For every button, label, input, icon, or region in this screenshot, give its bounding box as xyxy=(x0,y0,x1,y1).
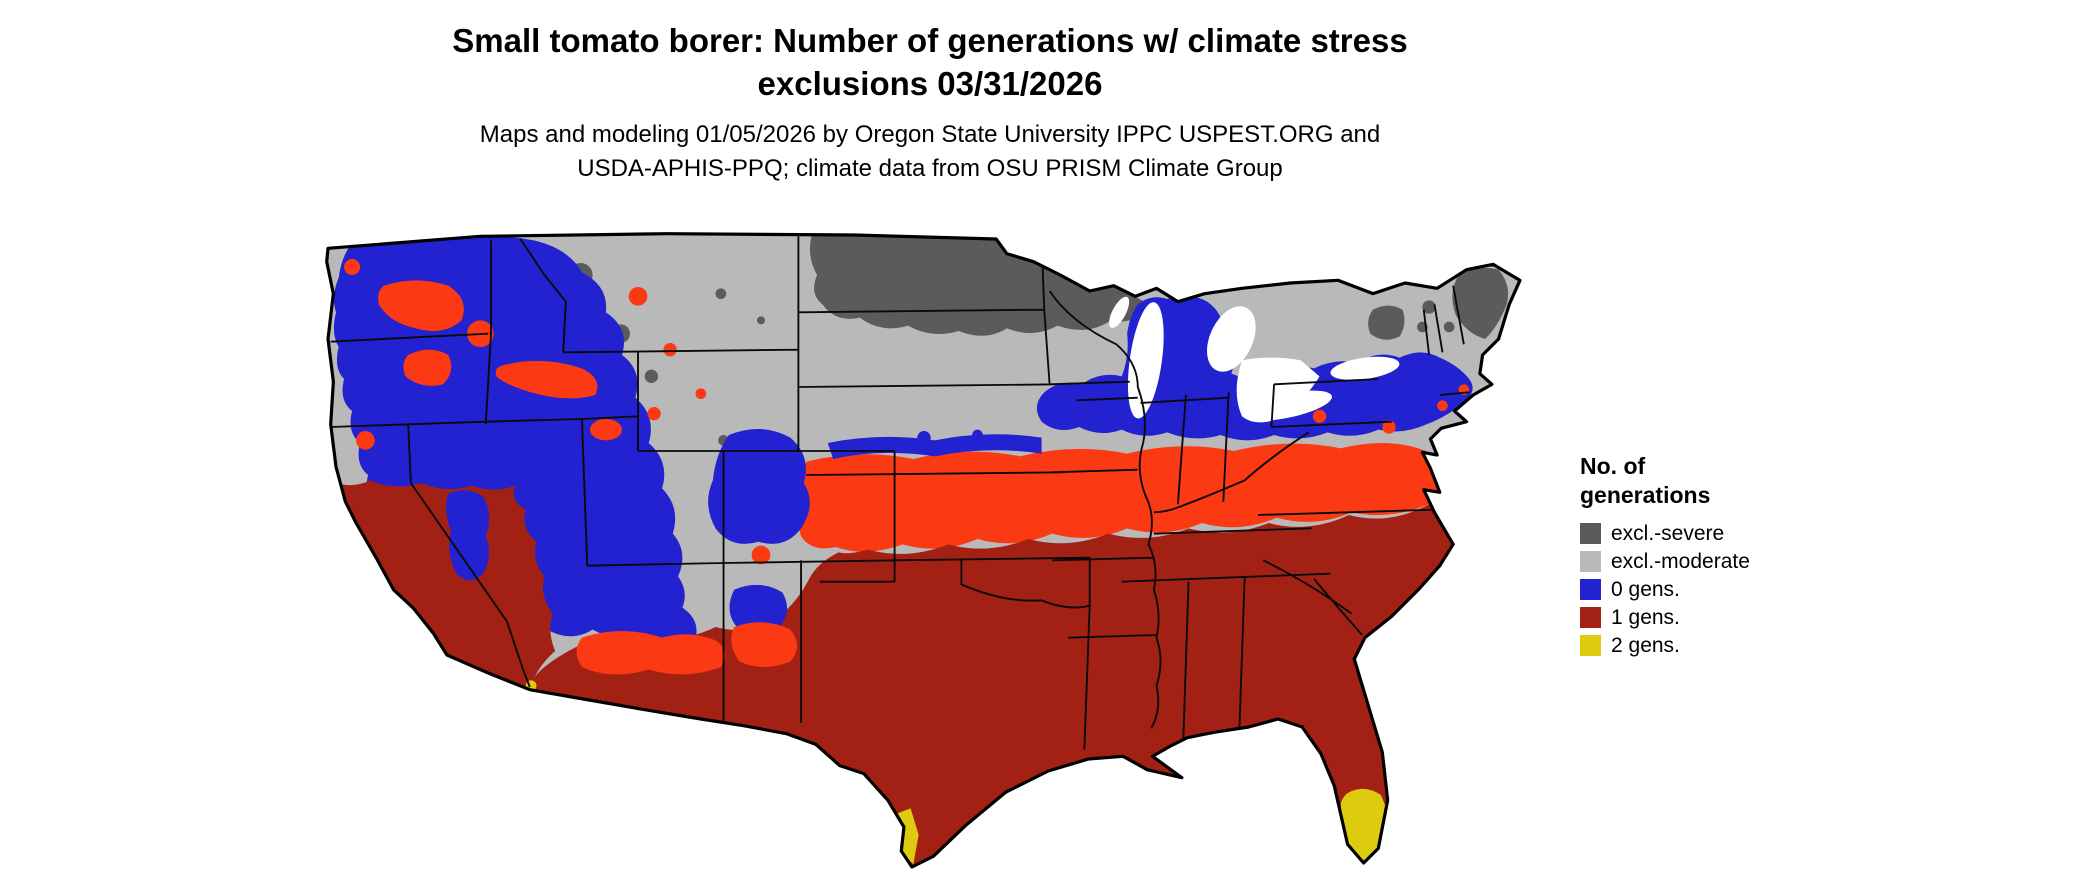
legend-label-excl-moderate: excl.-moderate xyxy=(1611,549,1750,573)
legend-label-1-gens: 1 gens. xyxy=(1611,605,1680,629)
region-1-gens-south xyxy=(529,504,1454,867)
region-0-gens-southwest-patches xyxy=(446,490,788,654)
legend-title-line1: No. of xyxy=(1580,453,1646,479)
legend-item-1-gens: 1 gens. xyxy=(1580,605,1880,629)
region-1-gens-california xyxy=(337,480,556,690)
legend-item-excl-severe: excl.-severe xyxy=(1580,521,1880,545)
legend-item-0-gens: 0 gens. xyxy=(1580,577,1880,601)
legend-label-0-gens: 0 gens. xyxy=(1611,577,1680,601)
region-0-gens-plains-sliver xyxy=(827,429,1042,459)
map-title: Small tomato borer: Number of generation… xyxy=(130,20,1730,106)
legend-item-excl-moderate: excl.-moderate xyxy=(1580,549,1880,573)
legend-label-excl-severe: excl.-severe xyxy=(1611,521,1725,545)
legend-swatch-excl-severe xyxy=(1580,522,1601,544)
us-map-svg xyxy=(325,232,1522,869)
map-title-line1: Small tomato borer: Number of generation… xyxy=(452,22,1408,59)
great-lakes-water xyxy=(1109,296,1400,423)
legend-item-2-gens: 2 gens. xyxy=(1580,633,1880,657)
us-choropleth-map xyxy=(320,227,1536,887)
map-subtitle: Maps and modeling 01/05/2026 by Oregon S… xyxy=(130,118,1730,185)
map-legend: No. of generations excl.-severe excl.-mo… xyxy=(1580,452,1880,663)
legend-swatch-excl-moderate xyxy=(1580,550,1601,572)
map-subtitle-line1: Maps and modeling 01/05/2026 by Oregon S… xyxy=(479,121,1381,148)
region-mid-band-west xyxy=(344,259,707,571)
us-outline xyxy=(325,232,1522,869)
legend-swatch-0-gens xyxy=(1580,578,1601,600)
region-mid-band-southwest-patches xyxy=(576,545,798,675)
legend-title: No. of generations xyxy=(1580,452,1880,511)
legend-swatch-2-gens xyxy=(1580,634,1601,656)
region-mid-band-central xyxy=(796,443,1440,552)
legend-label-2-gens: 2 gens. xyxy=(1611,633,1680,657)
map-subtitle-line2: USDA-APHIS-PPQ; climate data from OSU PR… xyxy=(577,154,1283,182)
map-title-line2: exclusions 03/31/2026 xyxy=(757,64,1103,102)
legend-title-line2: generations xyxy=(1580,482,1711,509)
legend-swatch-1-gens xyxy=(1580,606,1601,628)
state-borders xyxy=(330,236,1470,750)
region-0-gens-colorado xyxy=(708,428,810,544)
